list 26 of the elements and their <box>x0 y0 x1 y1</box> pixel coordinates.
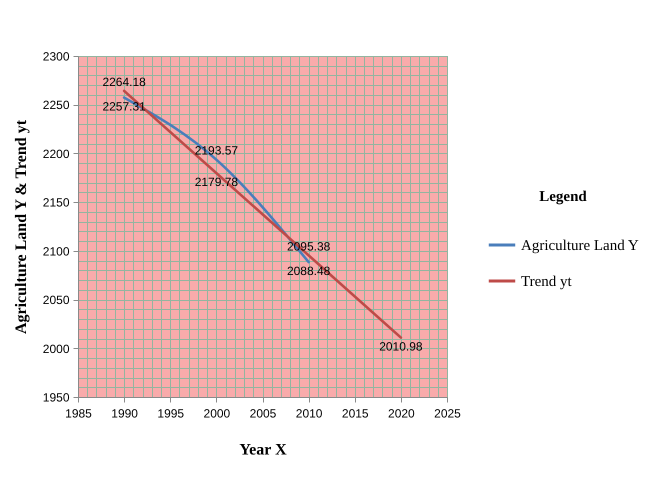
x-tick-label: 1995 <box>157 406 184 420</box>
y-tick-label: 2250 <box>42 98 70 112</box>
y-tick-label: 1950 <box>42 390 70 404</box>
y-tick-label: 2050 <box>42 293 70 308</box>
data-label: 2179.78 <box>194 175 238 190</box>
legend-label: Agriculture Land Y <box>521 238 639 254</box>
legend-title: Legend <box>539 188 588 205</box>
x-axis-title: Year X <box>239 442 288 458</box>
data-label: 2088.48 <box>286 264 331 278</box>
x-tick-label: 1990 <box>111 406 138 420</box>
data-label: 2010.98 <box>379 340 423 354</box>
data-label: 2264.18 <box>102 74 146 89</box>
legend-label: Trend yt <box>521 274 573 290</box>
y-tick-label: 2200 <box>42 146 70 161</box>
x-tick-label: 2025 <box>434 406 462 420</box>
y-tick-label: 2300 <box>42 50 70 64</box>
x-tick-label: 2015 <box>342 406 369 420</box>
x-tick-label: 2000 <box>204 406 231 420</box>
y-axis-title: Agriculture Land Y & Trend yt <box>12 119 30 334</box>
x-tick-label: 1985 <box>65 406 92 420</box>
y-tick-label: 2100 <box>42 244 70 258</box>
y-tick-label: 2000 <box>42 342 70 356</box>
x-tick-label: 2010 <box>296 406 323 420</box>
y-tick-label: 2150 <box>42 196 70 210</box>
x-tick-label: 2020 <box>388 406 416 420</box>
x-tick-label: 2005 <box>250 406 277 420</box>
